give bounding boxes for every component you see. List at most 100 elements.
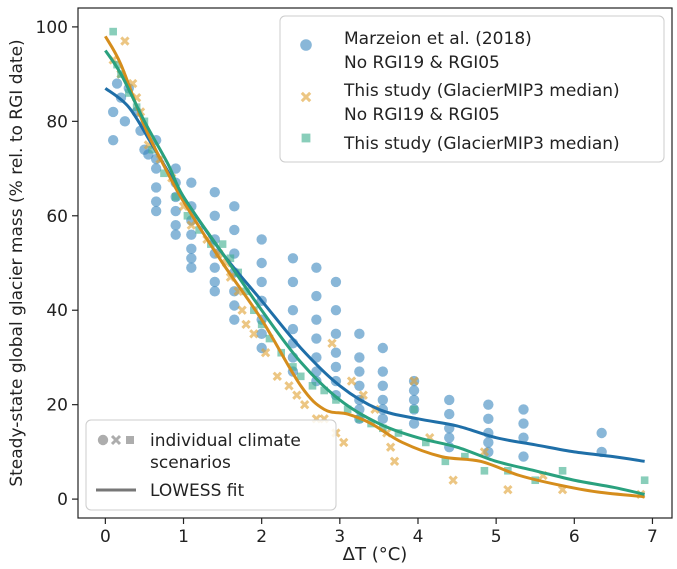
no-rgi19-point (358, 390, 368, 400)
no-rgi19-point (339, 437, 349, 448)
marzeion-point (256, 276, 267, 288)
marzeion-point (287, 305, 299, 316)
marzeion-point (150, 163, 162, 174)
glaciermip3-point (183, 211, 192, 220)
y-tick-label: 80 (46, 112, 68, 132)
marzeion-point (311, 333, 322, 344)
glaciermip3-point (320, 386, 328, 395)
marzeion-point (444, 432, 455, 443)
marzeion-point (209, 286, 220, 297)
legend-entry-glaciermip3: This study (GlacierMIP3 median) (343, 134, 620, 154)
glaciermip3-point (332, 396, 340, 404)
marzeion-point (518, 451, 529, 462)
scenario-marker-circle (97, 434, 109, 446)
marzeion-point (111, 78, 123, 89)
marzeion-point (150, 196, 162, 207)
glaciermip3-point (558, 466, 567, 475)
lowess-fit-layer (104, 35, 645, 499)
glaciermip3-point (125, 89, 133, 97)
marzeion-point (256, 234, 267, 245)
no-rgi19-point (409, 376, 419, 386)
no-rgi19-point (327, 338, 337, 348)
no-rgi19-point (249, 329, 259, 339)
legend-marker-x (300, 91, 312, 103)
x-tick-label: 7 (647, 527, 658, 547)
no-rgi19-point (389, 456, 400, 466)
glaciermip3-point (343, 405, 352, 414)
marzeion-point (186, 229, 197, 240)
marzeion-point (377, 380, 389, 391)
y-tick-label: 20 (46, 396, 68, 416)
marzeion-point (229, 224, 240, 236)
glaciermip3-lowess-line (104, 49, 645, 496)
glaciermip3-point (480, 466, 489, 475)
scenario-marker-square (126, 436, 134, 444)
y-axis-label: Steady-state global glacier mass (% rel.… (7, 39, 27, 486)
no-rgi19-point (299, 400, 310, 410)
glaciermip3-point (441, 457, 450, 466)
marzeion-point (377, 342, 389, 354)
glaciermip3-point (410, 405, 418, 414)
marzeion-point (186, 262, 197, 273)
x-tick-label: 3 (334, 527, 345, 547)
no-rgi19-point (346, 376, 357, 386)
marzeion-point (311, 290, 322, 302)
no-rgi19-point (272, 371, 282, 381)
marzeion-point (354, 380, 365, 391)
no-rgi19-point (284, 381, 294, 391)
no-rgi19-point (120, 36, 130, 46)
marzeion-point (444, 408, 455, 420)
marzeion-point (483, 413, 494, 425)
legend-marker-square (301, 133, 311, 143)
marzeion-point (354, 328, 365, 340)
no-rgi19-point (237, 305, 247, 315)
glaciermip3-point (394, 429, 403, 437)
x-axis-ticks: 0 1 2 3 4 5 6 7 (100, 518, 658, 547)
y-tick-label: 60 (46, 207, 68, 227)
marzeion-point (107, 106, 119, 118)
marzeion-point (330, 305, 342, 316)
x-tick-label: 6 (569, 527, 580, 547)
no-rgi19-lowess-line (104, 35, 645, 499)
x-axis-label: ΔT (°C) (343, 544, 408, 565)
no-rgi19-point (448, 475, 458, 485)
glaciermip3-point (160, 169, 168, 178)
glaciermip3-point (265, 334, 274, 343)
marzeion-point (311, 262, 322, 273)
marzeion-point (377, 413, 389, 425)
glaciermip3-point (308, 381, 317, 390)
marzeion-point (170, 229, 181, 240)
scenario-line-label: LOWESS fit (150, 481, 244, 501)
marzeion-point (408, 418, 420, 429)
scenario-markers-label: individual climate scenarios (150, 431, 301, 473)
marzeion-point (518, 432, 529, 443)
scenario-marker-x (110, 434, 122, 446)
marzeion-point (186, 253, 197, 264)
marzeion-point (119, 116, 131, 127)
marzeion-point (408, 394, 420, 406)
marzeion-point (483, 437, 494, 448)
legend-marker-circle (300, 39, 312, 51)
glaciermip3-point (289, 363, 297, 371)
marzeion-point (330, 276, 342, 288)
y-tick-label: 40 (46, 301, 68, 321)
marzeion-point (186, 177, 197, 188)
marzeion-point (287, 276, 299, 288)
marzeion-point (209, 262, 220, 273)
glaciermip3-point (171, 193, 180, 201)
glaciermip3-point (226, 254, 235, 263)
legend-entry-marzeion: Marzeion et al. (2018) No RGI19 & RGI05 (344, 29, 532, 73)
marzeion-point (518, 404, 529, 415)
glaciermip3-point (195, 226, 203, 234)
glaciermip3-point (257, 320, 266, 329)
marzeion-point (518, 418, 529, 429)
marzeion-point (377, 394, 389, 406)
no-rgi19-point (385, 442, 396, 452)
scenario-legend-box (85, 419, 337, 511)
no-rgi19-point (260, 348, 271, 358)
y-axis-ticks: 0 20 40 60 80 100 (36, 18, 78, 510)
marzeion-point (377, 366, 389, 377)
glaciermip3-point (422, 438, 430, 447)
marzeion-point (256, 328, 267, 340)
marzeion-point (107, 135, 119, 146)
